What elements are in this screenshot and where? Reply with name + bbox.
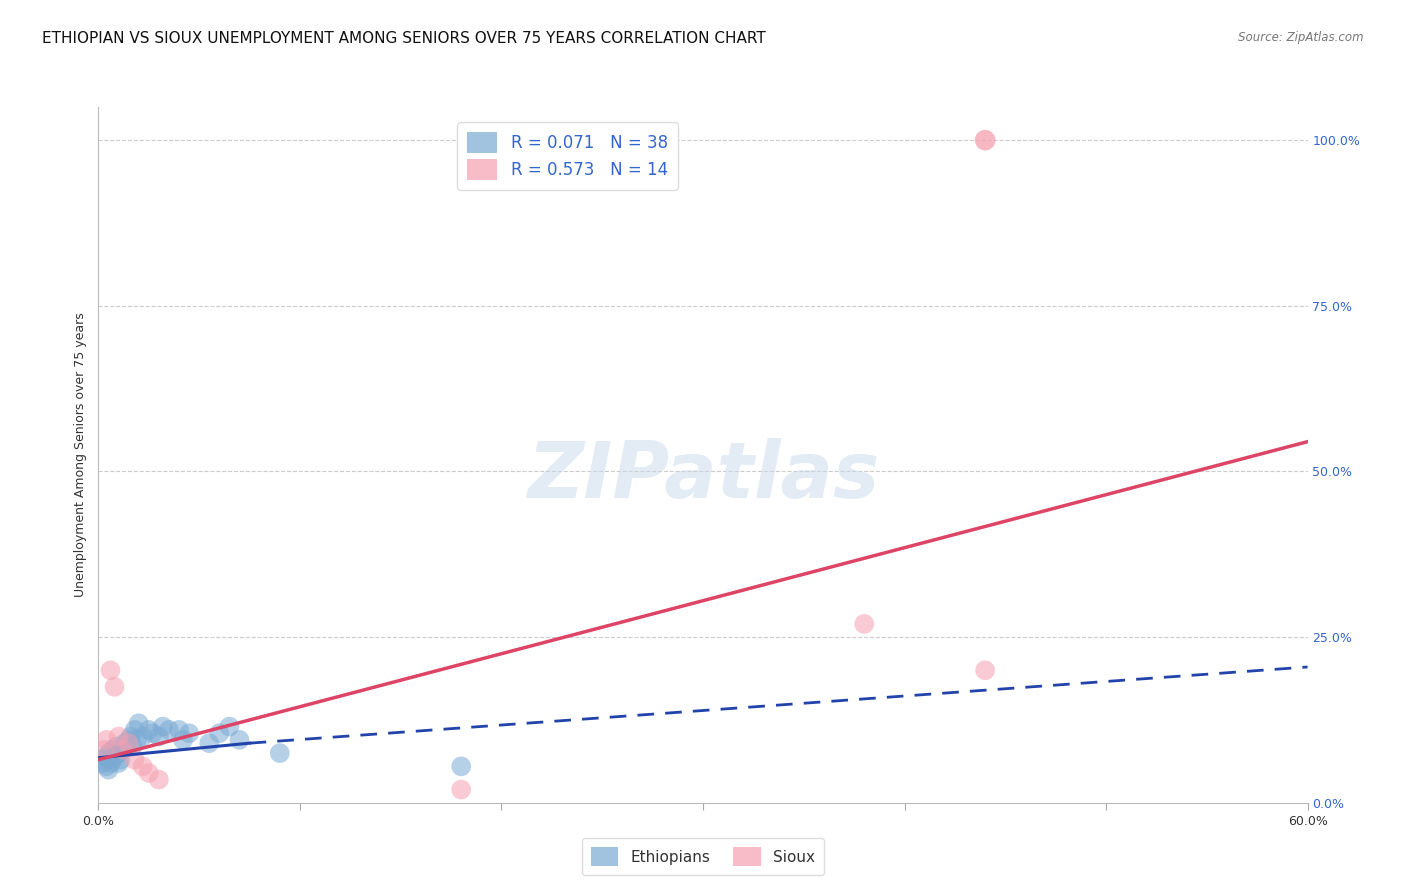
Text: ZIPatlas: ZIPatlas xyxy=(527,438,879,514)
Point xyxy=(125,732,148,747)
Point xyxy=(100,756,122,770)
Point xyxy=(121,739,143,754)
Point xyxy=(97,746,120,760)
Point xyxy=(218,720,240,734)
Point xyxy=(97,763,120,777)
Point xyxy=(124,753,146,767)
Point xyxy=(96,759,118,773)
Point xyxy=(132,759,155,773)
Point xyxy=(157,723,180,737)
Point xyxy=(450,759,472,773)
Point xyxy=(152,720,174,734)
Point xyxy=(974,133,997,147)
Point xyxy=(91,756,114,770)
Point xyxy=(107,730,129,744)
Point xyxy=(124,723,146,737)
Point xyxy=(450,782,472,797)
Point xyxy=(228,732,250,747)
Point xyxy=(100,663,122,677)
Point xyxy=(132,730,155,744)
Point xyxy=(172,732,194,747)
Point xyxy=(96,732,118,747)
Y-axis label: Unemployment Among Seniors over 75 years: Unemployment Among Seniors over 75 years xyxy=(75,312,87,598)
Point xyxy=(118,736,141,750)
Point xyxy=(93,753,115,767)
Text: Source: ZipAtlas.com: Source: ZipAtlas.com xyxy=(1239,31,1364,45)
Point xyxy=(198,736,221,750)
Point xyxy=(111,743,134,757)
Point xyxy=(138,723,160,737)
Point xyxy=(101,743,124,757)
Point xyxy=(110,753,132,767)
Point xyxy=(114,736,136,750)
Point xyxy=(103,680,125,694)
Point xyxy=(269,746,291,760)
Point xyxy=(853,616,876,631)
Point xyxy=(120,730,142,744)
Point xyxy=(115,739,138,754)
Point xyxy=(208,726,231,740)
Point xyxy=(93,743,115,757)
Point xyxy=(167,723,190,737)
Point xyxy=(103,749,125,764)
Point xyxy=(974,663,997,677)
Point xyxy=(101,753,124,767)
Point xyxy=(105,739,128,754)
Legend: Ethiopians, Sioux: Ethiopians, Sioux xyxy=(582,838,824,875)
Point xyxy=(128,716,150,731)
Point xyxy=(142,726,165,740)
Point xyxy=(107,756,129,770)
Point xyxy=(118,732,141,747)
Point xyxy=(111,743,134,757)
Point xyxy=(148,730,170,744)
Point xyxy=(148,772,170,787)
Point xyxy=(138,766,160,780)
Point xyxy=(179,726,201,740)
Point xyxy=(96,749,118,764)
Point xyxy=(107,746,129,760)
Text: ETHIOPIAN VS SIOUX UNEMPLOYMENT AMONG SENIORS OVER 75 YEARS CORRELATION CHART: ETHIOPIAN VS SIOUX UNEMPLOYMENT AMONG SE… xyxy=(42,31,766,46)
